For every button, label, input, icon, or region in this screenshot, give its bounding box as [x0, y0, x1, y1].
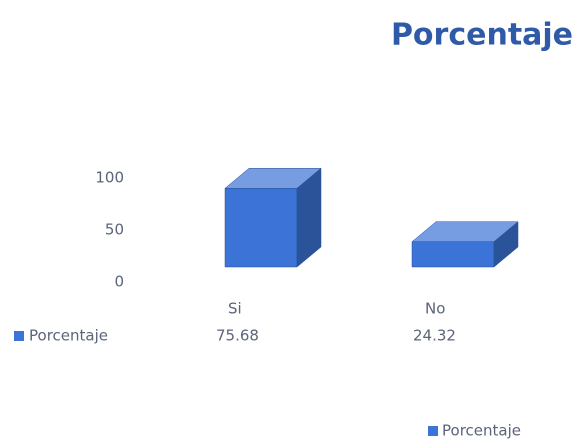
y-tick-label: 100 — [95, 169, 124, 187]
legend-swatch — [428, 426, 438, 436]
bar — [224, 167, 322, 268]
bar-front — [411, 241, 495, 268]
legend-label: Porcentaje — [442, 422, 521, 440]
x-tick-label: Si — [228, 300, 242, 318]
bar-front — [224, 188, 298, 268]
data-table-value: 24.32 — [413, 327, 456, 345]
x-tick-label: No — [425, 300, 445, 318]
data-table-value: 75.68 — [216, 327, 259, 345]
bar-side — [493, 221, 519, 268]
chart-title: Porcentaje — [391, 18, 573, 53]
y-tick-label: 50 — [105, 221, 124, 239]
bar — [411, 221, 519, 268]
data-table-key — [14, 331, 24, 341]
y-tick-label: 0 — [114, 273, 124, 291]
data-table-label: Porcentaje — [29, 327, 108, 345]
bar-side — [296, 167, 322, 268]
